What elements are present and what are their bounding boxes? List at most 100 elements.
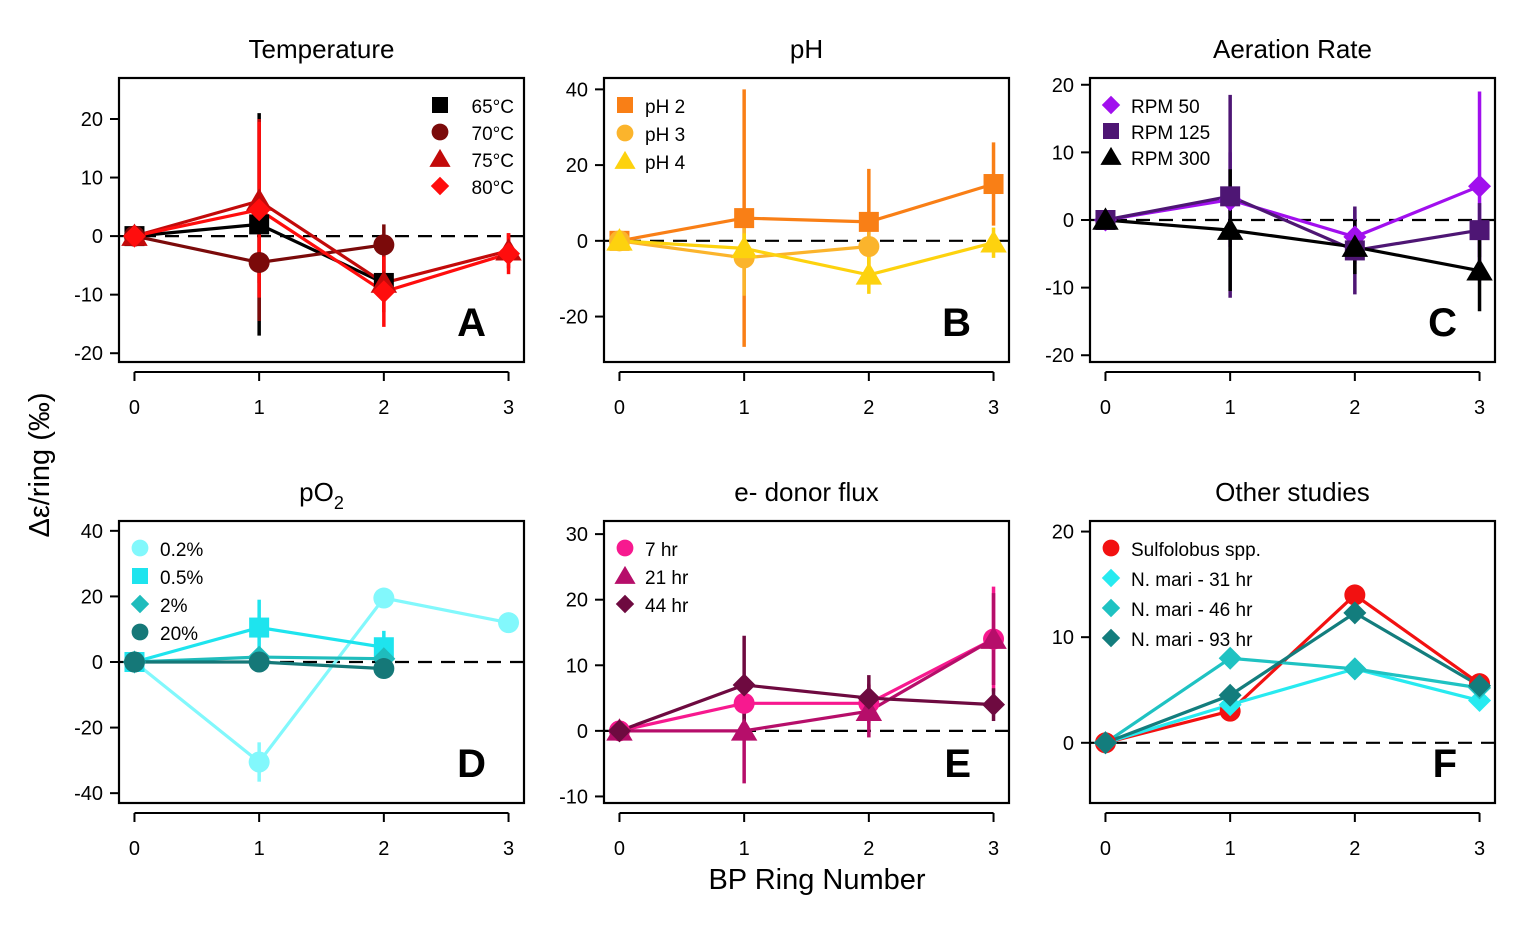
x-tick-label: 2	[378, 838, 389, 860]
x-tick-label: 2	[378, 397, 389, 419]
data-point	[982, 693, 1006, 717]
y-tick-label: -10	[559, 786, 588, 808]
y-tick-label: -20	[74, 343, 103, 365]
data-point	[123, 651, 145, 673]
panel-c: -20 -10 0 10 20 0 1 2 3 Aeration Rate C RPM 50 RPM 1…	[1045, 34, 1497, 419]
legend-marker	[1102, 539, 1120, 557]
plot-frame	[602, 519, 1011, 805]
data-point	[1466, 258, 1493, 281]
legend-marker	[131, 539, 149, 557]
data-point	[855, 262, 883, 285]
y-tick-label: 10	[1052, 627, 1074, 649]
series-line	[619, 637, 995, 733]
series-line	[619, 239, 994, 277]
panel-title: Aeration Rate	[1213, 34, 1372, 64]
panel-title: Other studies	[1215, 477, 1370, 507]
x-tick-label: 0	[1100, 397, 1111, 419]
legend-marker	[1101, 628, 1121, 648]
x-tick-label: 3	[988, 838, 999, 860]
data-point	[497, 242, 521, 266]
legend-marker	[614, 150, 636, 169]
panel-d: -40 -20 0 20 40 0 1 2 3 pO2 D 0.2% 0.5% 2% 20%	[74, 477, 526, 860]
legend-marker	[1101, 95, 1121, 115]
x-tick-label: 2	[1349, 397, 1360, 419]
y-tick-label: 30	[566, 524, 588, 546]
legend-label: N. mari - 46 hr	[1131, 600, 1253, 621]
panel-e: -10 0 10 20 30 0 1 2 3 e- donor flux E 7 hr 21 hr 44 …	[559, 477, 1011, 860]
data-point	[980, 626, 1007, 649]
x-tick-label: 0	[129, 838, 140, 860]
x-tick-label: 0	[129, 397, 140, 419]
series-line	[1104, 611, 1481, 745]
plot-frame	[117, 76, 526, 364]
x-tick-label: 3	[503, 838, 514, 860]
legend-marker	[430, 176, 450, 196]
data-point	[247, 198, 271, 222]
panel-b: -20 0 20 40 0 1 2 3 pH BpH 2 pH 3 pH 4	[559, 34, 1011, 419]
y-tick-label: 20	[81, 109, 103, 131]
y-axis-label: Δε/ring (‰)	[24, 392, 56, 537]
series-line	[619, 637, 995, 733]
legend-label: 75°C	[472, 151, 514, 172]
y-tick-label: 10	[1052, 142, 1074, 164]
panel-title: Temperature	[249, 34, 395, 64]
data-point	[249, 617, 270, 638]
data-point	[1344, 584, 1366, 606]
data-point	[1093, 731, 1117, 755]
y-tick-label: 20	[566, 155, 588, 177]
panel-a: -20 -10 0 10 20 0 1 2 3 Temperature A 65°C 70°C 75°C 8…	[74, 34, 526, 419]
legend-label: RPM 125	[1131, 123, 1210, 144]
data-point	[857, 686, 881, 710]
data-point	[733, 692, 755, 714]
data-point	[606, 228, 633, 251]
legend-marker	[615, 594, 635, 614]
panel-letter: B	[942, 301, 971, 345]
data-point	[1216, 217, 1244, 240]
y-tick-label: 0	[92, 226, 103, 248]
data-point	[858, 236, 880, 258]
legend-label: Sulfolobus spp.	[1131, 540, 1261, 561]
data-point	[1469, 220, 1490, 241]
y-tick-label: 20	[1052, 75, 1074, 97]
data-point	[1468, 689, 1492, 713]
y-tick-label: 0	[577, 721, 588, 743]
y-tick-label: 0	[1063, 210, 1074, 232]
data-point	[607, 719, 631, 743]
plot-frame	[1088, 519, 1497, 805]
data-point	[248, 651, 270, 673]
legend-marker	[431, 123, 449, 141]
x-tick-label: 1	[739, 397, 750, 419]
panel-letter: D	[457, 742, 486, 786]
series-line	[1105, 184, 1481, 239]
plot-frame	[602, 76, 1011, 364]
data-point	[730, 235, 758, 259]
x-tick-label: 3	[988, 397, 999, 419]
legend-marker	[1103, 123, 1119, 139]
legend-label: N. mari - 31 hr	[1131, 570, 1253, 591]
data-point	[1468, 174, 1492, 198]
data-point	[372, 280, 396, 304]
panel-title: pH	[790, 34, 823, 64]
x-tick-label: 1	[1225, 838, 1236, 860]
panel-letter: E	[944, 742, 971, 786]
data-point	[373, 587, 395, 609]
y-tick-label: -20	[559, 307, 588, 329]
x-tick-label: 2	[1349, 838, 1360, 860]
data-point	[1468, 674, 1492, 698]
x-tick-label: 3	[1474, 838, 1485, 860]
panel-f: 0 10 20 0 1 2 3 Other studies F Sulfolobus spp. N.…	[1052, 477, 1497, 860]
y-tick-label: 0	[577, 231, 588, 253]
legend-marker	[131, 623, 149, 641]
x-tick-label: 2	[863, 397, 874, 419]
legend-label: RPM 300	[1131, 149, 1210, 170]
panel-title: pO2	[299, 477, 344, 513]
data-point	[249, 214, 270, 235]
legend-label: RPM 50	[1131, 97, 1200, 118]
data-point	[980, 230, 1007, 253]
data-point	[1220, 186, 1241, 207]
series-line	[1105, 667, 1480, 745]
legend-label: 80°C	[472, 178, 514, 199]
x-tick-label: 1	[254, 838, 265, 860]
legend-label: 2%	[160, 596, 188, 617]
